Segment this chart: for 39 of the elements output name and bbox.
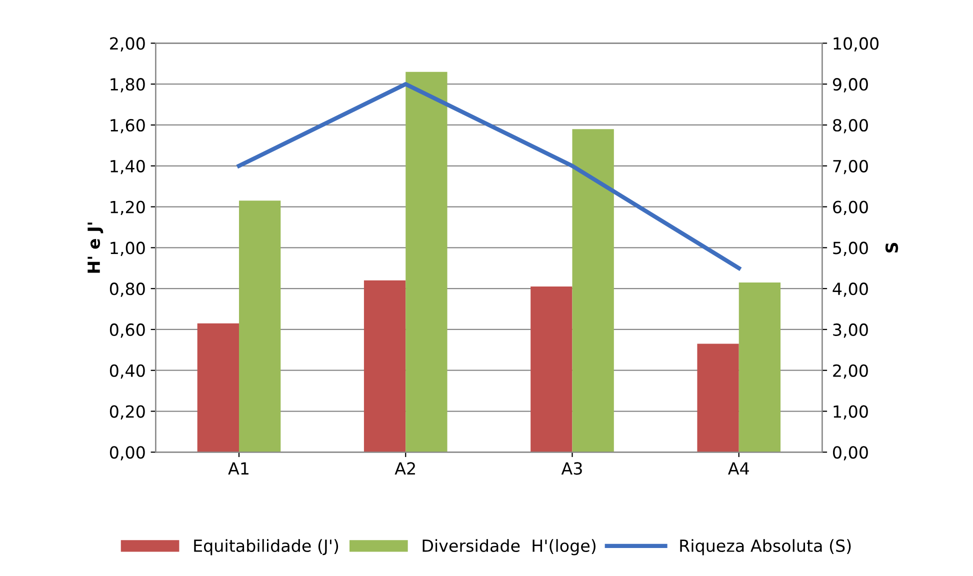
- legend-label: Riqueza Absoluta (S): [680, 539, 851, 556]
- y2-tick-label: 7,00: [833, 160, 868, 174]
- y2-tick-label: 1,00: [834, 405, 868, 420]
- y-tick-label: 1,00: [110, 242, 145, 256]
- x-tick-label: A2: [394, 462, 415, 475]
- y-tick-label: 0,40: [110, 364, 145, 379]
- y-tick-label: 0,20: [110, 405, 145, 420]
- y-tick-label: 1,40: [110, 160, 145, 174]
- y2-tick-label: 10,00: [834, 37, 879, 52]
- y2-tick-label: 2,00: [833, 364, 868, 379]
- y2-tick-label: 8,00: [833, 118, 868, 134]
- y2-tick-label: 0,00: [833, 446, 868, 460]
- y-axis-title: H' e J': [88, 222, 104, 273]
- bar: [364, 280, 406, 452]
- legend-label: Equitabilidade (J'): [194, 539, 338, 556]
- y-tick-label: 0,60: [110, 323, 145, 338]
- y-tick-label: 0,80: [110, 282, 145, 297]
- bar: [238, 200, 281, 452]
- y2-tick-label: 6,00: [833, 200, 868, 216]
- y-tick-label: 0,00: [110, 446, 145, 460]
- bar: [530, 286, 572, 452]
- y-tick-label: 2,00: [110, 37, 145, 52]
- bar: [197, 323, 239, 452]
- bar: [738, 282, 781, 452]
- y-tick-label: 1,20: [110, 200, 145, 216]
- bar: [572, 129, 614, 452]
- y-tick-label: 1,60: [110, 118, 145, 134]
- y2-tick-label: 3,00: [833, 323, 868, 338]
- x-tick-label: A3: [561, 462, 582, 475]
- x-tick-label: A1: [228, 462, 248, 475]
- y2-axis-title: S: [885, 242, 898, 252]
- y2-tick-label: 5,00: [833, 242, 868, 256]
- y2-tick-label: 9,00: [832, 78, 868, 92]
- x-tick-label: A4: [728, 462, 749, 475]
- bar: [697, 344, 739, 452]
- y-tick-label: 1,80: [110, 78, 145, 92]
- bar: [406, 72, 448, 452]
- legend-label: Diversidade H'(loge): [422, 539, 596, 556]
- y2-tick-label: 4,00: [832, 282, 868, 297]
